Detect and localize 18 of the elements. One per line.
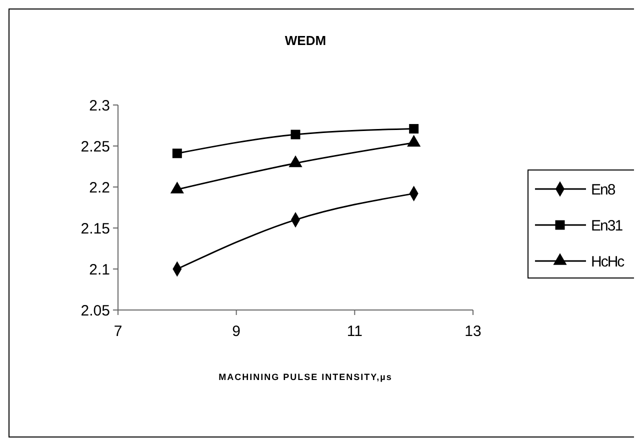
y-tick-label: 2.15 (80, 220, 110, 238)
legend-label: En31 (591, 217, 623, 234)
y-tick-label: 2.05 (80, 302, 110, 320)
y-tick-label: 2.25 (80, 138, 110, 156)
x-axis-title: MACHINING PULSE INTENSITY,µs (218, 372, 392, 382)
x-tick-label: 7 (114, 323, 122, 340)
y-tick-label: 2.3 (89, 97, 110, 114)
point (172, 148, 182, 158)
y-tick-label: 2.2 (89, 179, 110, 196)
legend-label: HcHc (591, 253, 626, 270)
x-tick-label: 11 (346, 323, 362, 340)
chart-title: WEDM (284, 33, 326, 48)
y-tick-label: 2.1 (89, 261, 110, 278)
point (290, 130, 300, 140)
legend-label: En8 (591, 181, 616, 198)
x-tick-label: 9 (232, 323, 241, 340)
x-tick-label: 13 (464, 323, 482, 340)
point (409, 124, 419, 134)
